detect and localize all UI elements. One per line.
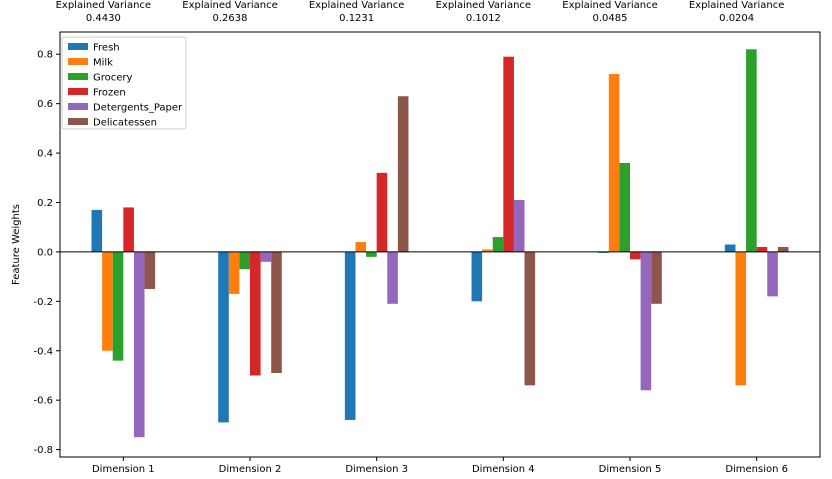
bar-milk-3 [355,242,367,252]
bar-milk-1 [102,251,113,351]
bar-frozen-1 [123,207,134,252]
explained-variance-value: 0.2638 [213,13,248,24]
bar-detergents-paper-5 [640,251,652,391]
x-tick-label: Dimension 6 [725,464,788,475]
x-tick-label: Dimension 5 [599,464,662,475]
bar-grocery-6 [746,49,757,252]
legend-entry: Milk [93,58,113,69]
x-tick-label: Dimension 2 [219,464,282,475]
y-axis: -0.8 -0.6 -0.4 -0.2 0.0 0.2 0.4 0.6 0.8 [33,50,60,456]
explained-variance-value: 0.1231 [339,13,374,24]
y-axis-label: Feature Weights [11,204,22,285]
explained-variance-label: Explained Variance [689,0,784,11]
x-tick-label: Dimension 3 [345,464,408,475]
explained-variance-annotations: Explained Variance 0.4430 Explained Varian… [56,0,785,24]
legend-swatch [68,58,88,65]
bar-grocery-4 [492,237,504,252]
plot-frame [59,31,821,458]
legend-swatch [68,88,88,95]
bar-detergents-paper-2 [260,251,272,262]
legend-swatch [68,43,88,50]
plot-area: -0.8 -0.6 -0.4 -0.2 0.0 0.2 0.4 0.6 0.8 Dimensio… [33,31,821,475]
bar-detergents-paper-4 [513,200,525,252]
bar-delicatessen-3 [397,96,409,252]
explained-variance-value: 0.1012 [466,13,501,24]
legend-swatch [68,103,88,110]
bar-fresh-3 [344,251,356,420]
bar-grocery-5 [619,162,630,252]
explained-variance-label: Explained Variance [309,0,404,11]
bar-frozen-4 [503,56,514,252]
explained-variance-label: Explained Variance [562,0,657,11]
bar-milk-4 [482,249,493,252]
bar-grocery-1 [112,251,124,361]
y-tick-label: 0.4 [37,149,53,160]
bar-milk-6 [735,251,747,386]
legend-swatch [68,118,88,125]
bar-grocery-2 [239,251,250,270]
explained-variance-value: 0.0485 [593,13,628,24]
y-tick-label: -0.6 [33,396,53,407]
bar-detergents-paper-3 [387,251,398,304]
bar-grocery-3 [366,251,377,257]
legend-swatch [68,73,88,80]
legend: Fresh Milk Grocery Frozen Detergents_Paper De… [61,36,187,130]
legend-entry: Frozen [93,88,126,99]
y-tick-label: 0.8 [37,50,53,61]
bar-frozen-5 [630,251,641,260]
bar-frozen-6 [756,246,768,252]
legend-box [61,36,187,130]
y-tick-label: 0.6 [37,99,53,110]
legend-entry: Delicatessen [93,118,157,129]
bar-delicatessen-6 [777,246,789,252]
y-tick-label: -0.4 [33,346,53,357]
bar-frozen-2 [250,251,261,376]
bar-milk-5 [608,74,620,252]
bar-delicatessen-5 [651,251,662,304]
bar-fresh-6 [724,244,736,252]
bar-delicatessen-2 [271,251,282,373]
bar-fresh-2 [218,251,229,423]
x-tick-label: Dimension 1 [92,464,155,475]
bar-detergents-paper-1 [133,251,145,438]
x-tick-label: Dimension 4 [472,464,535,475]
y-tick-label: 0.2 [37,198,53,209]
bar-frozen-3 [376,172,388,252]
bar-fresh-4 [471,251,483,302]
x-axis: Dimension 1 Dimension 2 Dimension 3 Dimensi… [92,457,788,475]
bar-fresh-1 [91,209,103,252]
explained-variance-value: 0.0204 [719,13,754,24]
legend-entry: Grocery [93,73,133,84]
y-tick-label: -0.2 [33,297,53,308]
explained-variance-value: 0.4430 [86,13,121,24]
bar-delicatessen-1 [144,251,156,289]
legend-entry: Fresh [93,43,120,54]
explained-variance-label: Explained Variance [56,0,151,11]
bar-delicatessen-4 [524,251,536,386]
explained-variance-label: Explained Variance [436,0,531,11]
y-tick-label: -0.8 [33,445,53,456]
y-tick-label: 0.0 [37,247,53,258]
bar-detergents-paper-6 [767,251,778,297]
bars-group [91,49,789,438]
legend-entry: Detergents_Paper [93,103,183,114]
bar-milk-2 [228,251,240,294]
explained-variance-label: Explained Variance [182,0,277,11]
